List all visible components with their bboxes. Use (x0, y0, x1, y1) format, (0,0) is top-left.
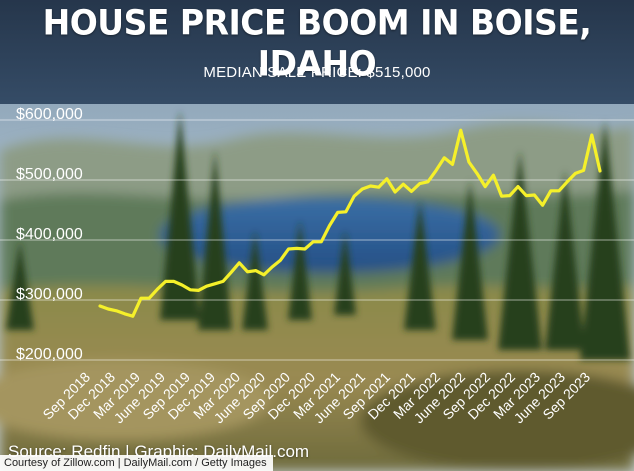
y-tick-label: $400,000 (16, 226, 83, 243)
price-series (98, 128, 602, 318)
gridlines (0, 119, 634, 361)
photo-credit: Courtesy of Zillow.com | DailyMail.com /… (0, 455, 273, 471)
chart-title: HOUSE PRICE BOOM IN BOISE, IDAHO (42, 2, 592, 84)
y-tick-label: $600,000 (16, 106, 83, 123)
chart-subtitle: MEDIAN SALE PRICE: $515,000 (203, 64, 431, 81)
y-tick-label: $200,000 (16, 346, 83, 363)
y-tick-label: $500,000 (16, 166, 83, 183)
median-sale-price-line (98, 128, 602, 318)
y-tick-label: $300,000 (16, 286, 83, 303)
y-axis-ticks: $200,000 $300,000 $400,000 $500,000 $600,000 (16, 106, 83, 363)
